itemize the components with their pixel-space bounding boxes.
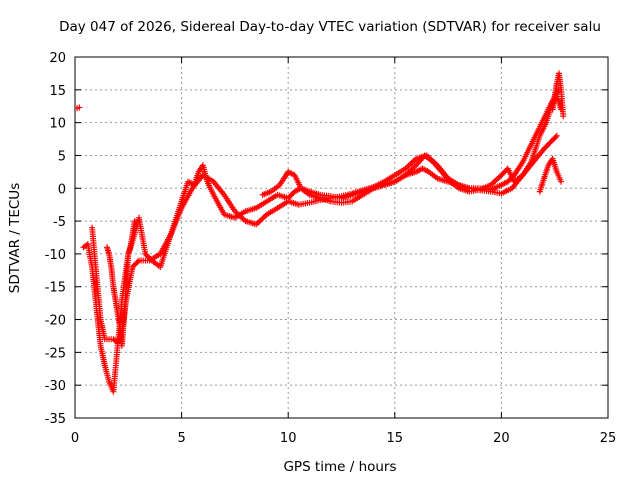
axis-ticks [74,56,609,419]
data-point-trace-b [552,134,559,141]
data-point-start [76,104,83,111]
x-tick-label: 5 [177,431,185,446]
data-point-trace-b [543,143,550,150]
y-tick-label: -20 [45,314,66,329]
plot-frame [74,56,609,419]
y-tick-labels: -35 -30 -25 -20 -15 -10 -5 0 5 10 15 20 [45,51,66,427]
x-tick-label: 10 [280,431,297,446]
grid-lines [75,57,608,418]
x-tick-label: 15 [387,431,404,446]
y-tick-label: -35 [45,412,66,427]
x-tick-label: 25 [600,431,617,446]
y-tick-label: -5 [53,215,66,230]
y-tick-label: 5 [58,149,66,164]
x-tick-labels: 0 5 10 15 20 25 [71,431,616,446]
y-tick-label: -15 [45,281,66,296]
x-tick-label: 0 [71,431,79,446]
data-points [74,70,567,395]
y-tick-label: 0 [58,182,66,197]
x-axis-label: GPS time / hours [283,459,396,475]
y-tick-label: -30 [45,379,66,394]
y-tick-label: 20 [49,51,66,66]
data-point-trace-b [134,258,141,265]
chart-title: Day 047 of 2026, Sidereal Day-to-day VTE… [59,19,601,35]
y-tick-label: 10 [49,117,66,132]
data-point-late-branch [558,178,565,185]
x-tick-label: 20 [493,431,510,446]
data-point-spike [560,113,567,120]
y-tick-label: -10 [45,248,66,263]
y-axis-label: SDTVAR / TECUs [7,183,23,293]
data-point-trace-b [553,132,560,139]
data-point-side-branch [131,218,138,225]
y-tick-label: 15 [49,84,66,99]
y-tick-label: -25 [45,346,66,361]
